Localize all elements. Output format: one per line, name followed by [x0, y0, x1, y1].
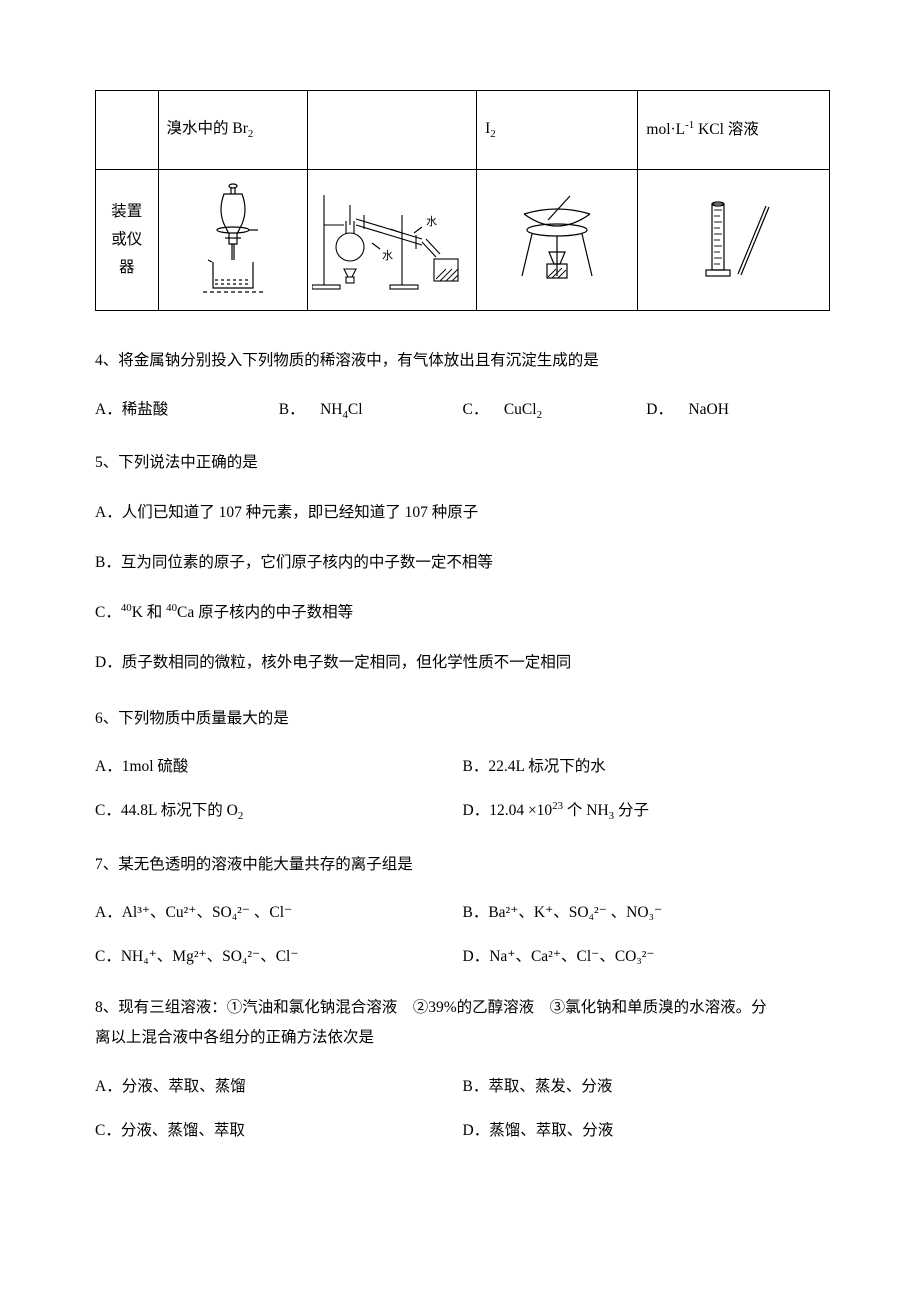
q6-row1: A．1mol 硫酸 B．22.4L 标况下的水 — [95, 754, 830, 776]
apparatus-sep-funnel — [158, 170, 307, 311]
row-label-l1: 装置 — [96, 198, 158, 226]
q8-C: C．分液、蒸馏、萃取 — [95, 1118, 463, 1140]
hdr-c5: mol·L-1 KCl 溶液 — [638, 91, 830, 170]
q5-A: A．人们已知道了 107 种元素，即已经知道了 107 种原子 — [95, 499, 830, 527]
q4-D: D． NaOH — [646, 397, 830, 421]
apparatus-table: 溴水中的 Br2 I2 mol·L-1 KCl 溶液 装置 或仪 器 — [95, 90, 830, 311]
q5-B: B．互为同位素的原子，它们原子核内的中子数一定不相等 — [95, 549, 830, 577]
sep-funnel-icon — [188, 180, 278, 300]
row-label-l2: 或仪 — [96, 226, 158, 254]
q7-D: D．Na⁺、Ca²⁺、Cl⁻、CO₃²⁻ — [463, 944, 831, 966]
q6-B: B．22.4L 标况下的水 — [463, 754, 831, 776]
q6-A: A．1mol 硫酸 — [95, 754, 463, 776]
q4-C: C． CuCl2 — [463, 397, 647, 421]
q6-stem: 6、下列物质中质量最大的是 — [95, 705, 830, 733]
q4-B: B． NH4Cl — [279, 397, 463, 421]
q8-A: A．分液、萃取、蒸馏 — [95, 1074, 463, 1096]
q7-row1: A．Al³⁺、Cu²⁺、SO₄²⁻ 、Cl⁻ B．Ba²⁺、K⁺、SO₄²⁻ 、… — [95, 900, 830, 922]
table-header-row: 溴水中的 Br2 I2 mol·L-1 KCl 溶液 — [96, 91, 830, 170]
q7-row2: C．NH₄⁺、Mg²⁺、SO₄²⁻、Cl⁻ D．Na⁺、Ca²⁺、Cl⁻、CO₃… — [95, 944, 830, 966]
hdr-c2: 溴水中的 Br2 — [158, 91, 307, 170]
q8-stem-l2: 离以上混合液中各组分的正确方法依次是 — [95, 1024, 830, 1052]
q7-A: A．Al³⁺、Cu²⁺、SO₄²⁻ 、Cl⁻ — [95, 900, 463, 922]
q8-row1: A．分液、萃取、蒸馏 B．萃取、蒸发、分液 — [95, 1074, 830, 1096]
distillation-icon: 水 水 — [312, 185, 472, 295]
row-label: 装置 或仪 器 — [96, 170, 159, 311]
q4-options: A．稀盐酸 B． NH4Cl C． CuCl2 D． NaOH — [95, 397, 830, 421]
q6-D: D．12.04 ×1023 个 NH3 分子 — [463, 798, 831, 822]
q7-B: B．Ba²⁺、K⁺、SO₄²⁻ 、NO₃⁻ — [463, 900, 831, 922]
svg-text:水: 水 — [382, 249, 393, 262]
q8-B: B．萃取、蒸发、分液 — [463, 1074, 831, 1096]
apparatus-evaporation — [477, 170, 638, 311]
hdr-c3 — [307, 91, 476, 170]
q7-C: C．NH₄⁺、Mg²⁺、SO₄²⁻、Cl⁻ — [95, 944, 463, 966]
apparatus-distillation: 水 水 — [307, 170, 476, 311]
cylinder-rod-icon — [684, 190, 784, 290]
row-label-l3: 器 — [96, 254, 158, 282]
q4-stem: 4、将金属钠分别投入下列物质的稀溶液中，有气体放出且有沉淀生成的是 — [95, 347, 830, 375]
hdr-c4: I2 — [477, 91, 638, 170]
q5-D: D．质子数相同的微粒，核外电子数一定相同，但化学性质不一定相同 — [95, 649, 830, 677]
q8-row2: C．分液、蒸馏、萃取 D．蒸馏、萃取、分液 — [95, 1118, 830, 1140]
evaporation-icon — [502, 190, 612, 290]
q8-stem-l1: 8、现有三组溶液：①汽油和氯化钠混合溶液 ②39%的乙醇溶液 ③氯化钠和单质溴的… — [95, 994, 830, 1022]
q8-D: D．蒸馏、萃取、分液 — [463, 1118, 831, 1140]
q7-stem: 7、某无色透明的溶液中能大量共存的离子组是 — [95, 851, 830, 879]
page: 溴水中的 Br2 I2 mol·L-1 KCl 溶液 装置 或仪 器 — [0, 0, 920, 1200]
table-apparatus-row: 装置 或仪 器 — [96, 170, 830, 311]
apparatus-cyl-rod — [638, 170, 830, 311]
svg-text:水: 水 — [426, 215, 437, 228]
q6-C: C．44.8L 标况下的 O2 — [95, 798, 463, 822]
q6-row2: C．44.8L 标况下的 O2 D．12.04 ×1023 个 NH3 分子 — [95, 798, 830, 822]
q5-stem: 5、下列说法中正确的是 — [95, 449, 830, 477]
q4-A: A．稀盐酸 — [95, 397, 279, 421]
hdr-blank — [96, 91, 159, 170]
q5-C: C．40K 和 40Ca 原子核内的中子数相等 — [95, 599, 830, 627]
